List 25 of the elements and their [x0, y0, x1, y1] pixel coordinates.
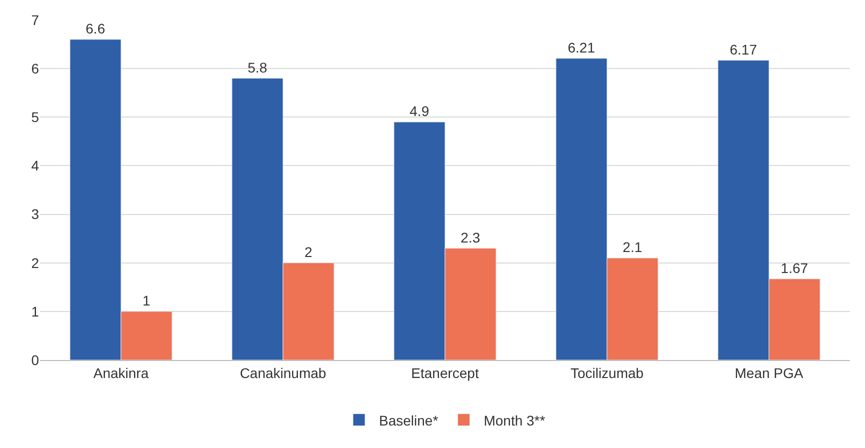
- y-tick-label: 4: [31, 158, 40, 174]
- data-label: 6.6: [86, 20, 106, 36]
- x-tick-label: Anakinra: [93, 364, 149, 381]
- y-tick-label: 3: [31, 206, 40, 222]
- data-label: 1: [142, 292, 151, 308]
- x-tick-label: Canakinumab: [240, 364, 326, 381]
- legend-label: Month 3**: [484, 412, 546, 428]
- data-label: 2: [304, 244, 313, 260]
- data-label: 6.21: [568, 39, 596, 56]
- y-tick-label: 1: [31, 303, 40, 320]
- data-label: 2.1: [622, 239, 642, 255]
- x-tick-label: Tocilizumab: [570, 364, 644, 381]
- y-tick-label: 5: [31, 109, 40, 126]
- y-tick-label: 6: [31, 60, 40, 76]
- legend-label: Baseline*: [379, 412, 439, 428]
- y-tick-label: 0: [31, 352, 40, 368]
- data-label: 5.8: [248, 59, 268, 76]
- data-label: 4.9: [410, 103, 430, 119]
- data-label: 6.17: [730, 41, 758, 58]
- x-tick-label: Etanercept: [411, 364, 479, 381]
- data-label: 1.67: [780, 260, 808, 276]
- x-tick-label: Mean PGA: [734, 364, 804, 381]
- data-label: 2.3: [460, 229, 480, 246]
- y-tick-label: 2: [31, 254, 40, 271]
- y-tick-label: 7: [31, 12, 40, 28]
